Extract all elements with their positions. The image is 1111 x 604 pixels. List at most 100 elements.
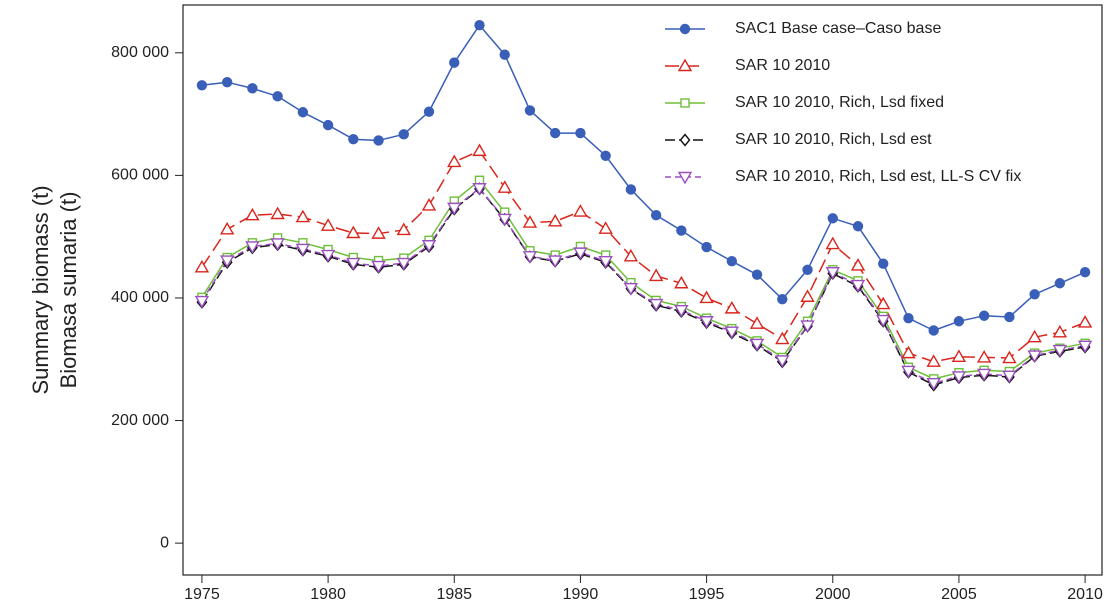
data-point bbox=[724, 326, 740, 340]
data-point bbox=[876, 314, 891, 328]
data-point bbox=[775, 355, 790, 368]
data-point bbox=[598, 221, 613, 234]
data-point bbox=[396, 222, 411, 236]
data-point bbox=[648, 298, 664, 312]
data-point bbox=[598, 255, 613, 269]
data-point bbox=[522, 215, 538, 228]
data-point bbox=[901, 345, 916, 359]
data-point bbox=[346, 257, 361, 271]
data-point bbox=[272, 91, 283, 102]
series-line bbox=[201, 187, 1086, 384]
data-point bbox=[447, 202, 462, 216]
data-point bbox=[447, 154, 462, 168]
data-point bbox=[674, 275, 689, 289]
legend-label: SAR 10 2010, Rich, Lsd est bbox=[735, 131, 932, 148]
data-point bbox=[825, 236, 840, 250]
legend-label: SAC1 Base case–Caso base bbox=[735, 20, 941, 37]
data-point bbox=[1077, 315, 1093, 328]
series-line bbox=[201, 150, 1086, 363]
data-point bbox=[194, 259, 210, 273]
data-point bbox=[348, 134, 359, 145]
data-point bbox=[1052, 344, 1068, 358]
data-point bbox=[648, 268, 664, 282]
data-point bbox=[297, 107, 309, 118]
data-point bbox=[1029, 289, 1040, 300]
data-point bbox=[398, 129, 409, 140]
data-point bbox=[701, 241, 712, 253]
data-point bbox=[1004, 311, 1015, 323]
data-point bbox=[373, 135, 384, 146]
data-point bbox=[421, 198, 437, 211]
data-point bbox=[524, 105, 536, 116]
data-point bbox=[800, 289, 815, 302]
data-point bbox=[346, 225, 361, 239]
data-point bbox=[825, 267, 840, 280]
data-point bbox=[1054, 278, 1066, 289]
legend-marker bbox=[677, 171, 693, 185]
data-point bbox=[497, 180, 512, 193]
data-point bbox=[978, 310, 990, 321]
x-tick-label: 2000 bbox=[815, 586, 851, 603]
data-point bbox=[903, 312, 914, 324]
data-point bbox=[1052, 324, 1068, 338]
x-tick-label: 1975 bbox=[184, 586, 220, 603]
data-point bbox=[726, 255, 738, 267]
data-point bbox=[573, 247, 588, 261]
x-tick-label: 2010 bbox=[1067, 586, 1103, 603]
data-point bbox=[1002, 350, 1017, 364]
data-point bbox=[472, 183, 487, 196]
data-point bbox=[396, 257, 411, 271]
data-point bbox=[953, 316, 965, 327]
data-point bbox=[749, 338, 765, 352]
data-point bbox=[876, 296, 891, 310]
data-point bbox=[623, 282, 639, 296]
data-point bbox=[751, 269, 763, 280]
data-point bbox=[245, 207, 260, 221]
plot-frame bbox=[182, 4, 1103, 576]
legend-label: SAR 10 2010, Rich, Lsd fixed bbox=[735, 94, 944, 111]
legend-marker bbox=[679, 133, 691, 147]
data-point bbox=[270, 238, 285, 251]
data-point bbox=[850, 258, 866, 271]
data-point bbox=[951, 349, 967, 363]
data-point bbox=[699, 290, 714, 304]
y-tick-label: 0 bbox=[160, 534, 169, 551]
data-point bbox=[1002, 370, 1017, 384]
data-point bbox=[699, 316, 714, 329]
data-point bbox=[499, 49, 510, 60]
data-point bbox=[371, 226, 386, 239]
data-point bbox=[371, 260, 386, 274]
data-point bbox=[196, 80, 208, 91]
data-point bbox=[976, 368, 992, 382]
data-point bbox=[547, 213, 563, 227]
data-point bbox=[421, 240, 437, 253]
data-point bbox=[522, 251, 538, 264]
data-point bbox=[852, 221, 864, 232]
data-point bbox=[219, 221, 235, 235]
data-point bbox=[472, 143, 487, 157]
data-point bbox=[549, 127, 561, 139]
data-point bbox=[221, 77, 233, 88]
data-point bbox=[926, 377, 941, 391]
data-point bbox=[247, 83, 258, 94]
data-point bbox=[474, 20, 485, 31]
data-point bbox=[547, 255, 563, 268]
data-point bbox=[1027, 350, 1042, 363]
data-point bbox=[270, 206, 285, 220]
x-tick-label: 1995 bbox=[689, 586, 725, 603]
data-point bbox=[926, 354, 941, 367]
data-point bbox=[623, 248, 639, 262]
legend-marker bbox=[679, 23, 691, 35]
data-point bbox=[625, 184, 637, 195]
data-point bbox=[322, 119, 334, 131]
legend-marker bbox=[680, 98, 690, 108]
data-point bbox=[650, 210, 662, 221]
data-point bbox=[575, 127, 586, 139]
data-point bbox=[320, 249, 336, 263]
data-point bbox=[295, 209, 311, 223]
data-point bbox=[800, 320, 815, 333]
data-point bbox=[194, 295, 210, 309]
y-axis-label: Biomasa sumaria (t) bbox=[56, 192, 81, 389]
